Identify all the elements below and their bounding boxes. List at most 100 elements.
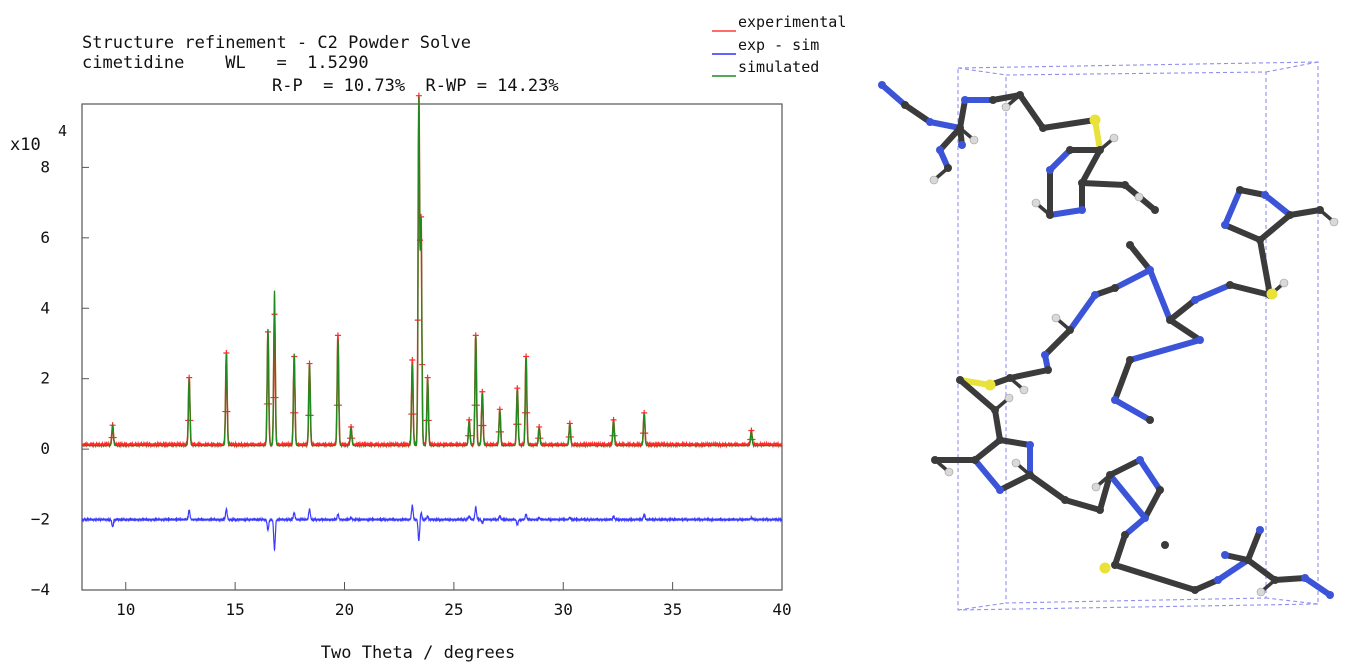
bond (1215, 557, 1251, 583)
hydrogen-atom (1256, 587, 1266, 597)
x-tick-label: 20 (335, 600, 354, 619)
carbon-atom (1096, 146, 1104, 154)
carbon-atom (944, 164, 952, 172)
bond (1192, 282, 1233, 303)
carbon-atom (1121, 181, 1129, 189)
carbon-atom (989, 96, 997, 104)
carbon-atom (1126, 356, 1134, 364)
hydrogen-atom (1279, 278, 1289, 288)
hydrogen-atom (1091, 482, 1101, 492)
unit-cell-box (957, 61, 1319, 611)
nitrogen-atom (1301, 574, 1309, 582)
molecular-atoms (878, 81, 1339, 599)
bond (1167, 317, 1203, 343)
hydrogen-atom (1051, 313, 1061, 323)
bond (1262, 192, 1293, 218)
nitrogen-atom (1221, 221, 1229, 229)
nitrogen-atom (1214, 576, 1222, 584)
bond (1027, 472, 1068, 503)
carbon-atom (1046, 211, 1054, 219)
carbon-atom (1271, 576, 1279, 584)
carbon-atom (931, 456, 939, 464)
nitrogen-atom (1136, 456, 1144, 464)
nitrogen-atom (1078, 206, 1086, 214)
nitrogen-atom (878, 81, 886, 89)
bond (1107, 472, 1148, 521)
nitrogen-atom (958, 141, 966, 149)
nitrogen-atom (1026, 441, 1034, 449)
carbon-atom (1016, 91, 1024, 99)
carbon-atom (1121, 531, 1129, 539)
bond (1047, 207, 1085, 218)
bond (1127, 242, 1153, 273)
bond (937, 125, 963, 153)
nitrogen-atom (1111, 396, 1119, 404)
unit-cell-edge (957, 602, 1007, 611)
difference-trace (81, 504, 783, 553)
unit-cell-edge (957, 67, 1007, 76)
bond (1192, 577, 1221, 593)
bond (1147, 267, 1173, 323)
hydrogen-atom (1004, 393, 1014, 403)
carbon-atom (1286, 211, 1294, 219)
plot-frame (81, 103, 783, 591)
unit-cell-edge (1265, 61, 1319, 73)
bond (927, 119, 963, 131)
x-axis: 10 15 20 25 30 35 40 (116, 582, 792, 619)
bond (972, 457, 1003, 493)
carbon-atom (1039, 124, 1047, 132)
bond (1142, 487, 1163, 521)
hydrogen-atom (1019, 385, 1029, 395)
bond (1079, 147, 1103, 186)
nitrogen-atom (1041, 351, 1049, 359)
bond (1079, 180, 1128, 188)
sulfur-atom (984, 379, 996, 391)
y-tick-label: −2 (31, 510, 50, 529)
bond (1257, 237, 1273, 298)
legend: experimental exp - sim simulated (712, 13, 846, 77)
bond (1272, 575, 1308, 583)
bond (1067, 292, 1098, 333)
crystal-structure-view (878, 61, 1339, 611)
bond (1097, 472, 1113, 513)
bond (1287, 207, 1323, 218)
hydrogen-atom (929, 175, 939, 185)
carbon-atom (1006, 374, 1014, 382)
nitrogen-atom (1141, 514, 1149, 522)
simulated-trace (82, 96, 782, 447)
nitrogen-atom (1091, 291, 1099, 299)
carbon-atom (1061, 496, 1069, 504)
bond (957, 377, 998, 413)
unit-cell-edge (1265, 597, 1319, 605)
bond (1222, 187, 1243, 228)
hydrogen-atom (944, 467, 954, 477)
x-tick-label: 25 (444, 600, 463, 619)
bond (997, 472, 1033, 493)
nitrogen-atom (1196, 336, 1204, 344)
y-tick-label: −4 (31, 580, 50, 599)
carbon-atom (956, 124, 964, 132)
bond (1245, 557, 1278, 583)
nitrogen-atom (1221, 551, 1229, 559)
nitrogen-atom (1191, 296, 1199, 304)
y-multiplier: x10 (10, 135, 41, 155)
bond (992, 407, 1003, 443)
nitrogen-atom (996, 486, 1004, 494)
nitrogen-atom (1146, 266, 1154, 274)
bond (1112, 357, 1133, 403)
x-tick-label: 35 (663, 600, 682, 619)
y-tick-label: 8 (40, 157, 50, 176)
bond (1237, 187, 1268, 198)
legend-label-difference: exp - sim (738, 36, 819, 54)
carbon-atom (1226, 281, 1234, 289)
hydrogen-atom (1011, 458, 1021, 468)
sulfur-atom (1266, 288, 1278, 300)
carbon-atom (1316, 206, 1324, 214)
carbon-atom (1106, 471, 1114, 479)
carbon-atom (1078, 179, 1086, 187)
bond (1227, 282, 1273, 298)
carbon-atom (1066, 326, 1074, 334)
bond (1062, 497, 1103, 513)
bond (1222, 222, 1263, 243)
